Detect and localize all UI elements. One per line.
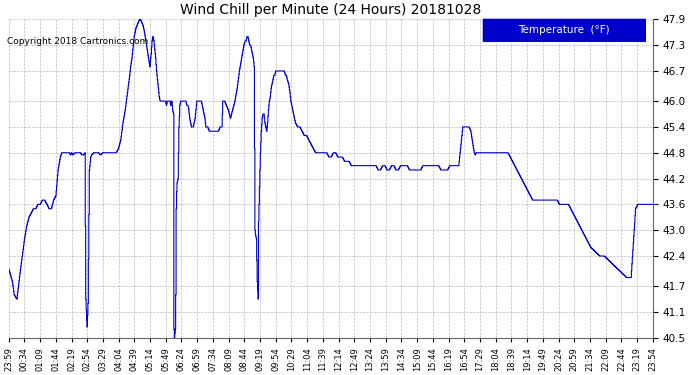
Text: Copyright 2018 Cartronics.com: Copyright 2018 Cartronics.com [7,38,148,46]
Title: Wind Chill per Minute (24 Hours) 20181028: Wind Chill per Minute (24 Hours) 2018102… [180,3,482,16]
